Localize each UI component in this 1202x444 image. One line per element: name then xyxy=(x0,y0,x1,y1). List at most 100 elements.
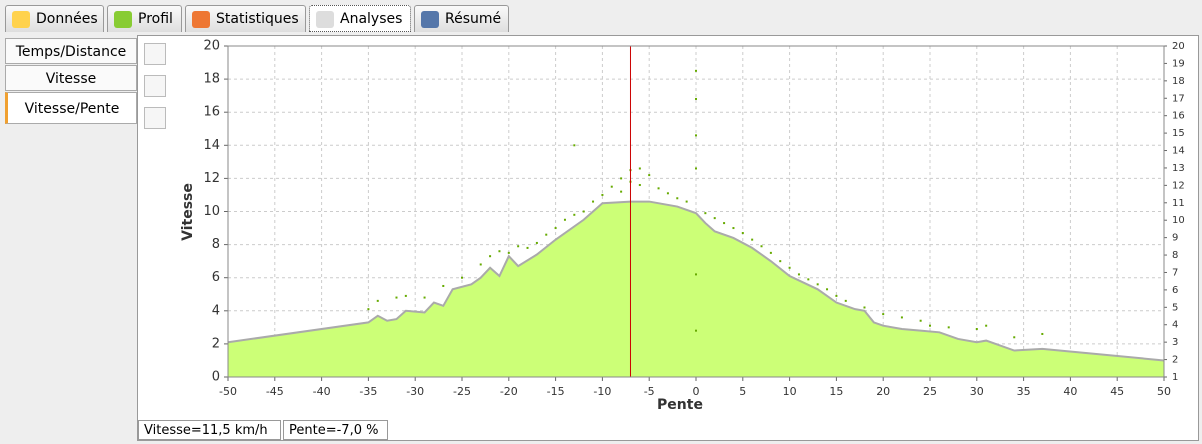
x-tick-label: -35 xyxy=(359,385,377,398)
status-field: Vitesse=11,5 km/h xyxy=(138,420,281,440)
smooth-button[interactable] xyxy=(144,107,166,129)
point xyxy=(975,328,978,331)
point xyxy=(695,273,697,276)
point xyxy=(573,213,576,216)
point xyxy=(573,144,576,147)
x-tick-label: -5 xyxy=(644,385,655,398)
y2-tick-label: 10 xyxy=(1172,215,1185,226)
y-tick-label: 14 xyxy=(203,138,220,153)
save-button[interactable] xyxy=(144,43,166,65)
point xyxy=(554,227,557,230)
area-fill xyxy=(228,201,1164,377)
side-tab[interactable]: Temps/Distance xyxy=(5,38,137,64)
point xyxy=(517,245,520,248)
point xyxy=(620,177,623,180)
point xyxy=(695,97,697,100)
y2-tick-label: 3 xyxy=(1172,337,1178,348)
y2-tick-label: 11 xyxy=(1172,198,1185,209)
point xyxy=(695,69,697,72)
tab-icon xyxy=(316,11,334,28)
tab[interactable]: Statistiques xyxy=(185,5,306,32)
point xyxy=(442,284,445,287)
point xyxy=(741,232,744,235)
side-tab[interactable]: Vitesse/Pente xyxy=(5,92,137,124)
point xyxy=(695,329,697,332)
tab[interactable]: Analyses xyxy=(309,5,411,32)
point xyxy=(797,273,800,276)
y2-tick-label: 13 xyxy=(1172,163,1185,174)
point xyxy=(844,299,847,302)
point xyxy=(751,238,754,241)
y-tick-label: 18 xyxy=(203,72,220,87)
point xyxy=(489,255,492,258)
y-tick-label: 4 xyxy=(212,303,220,318)
y2-tick-label: 14 xyxy=(1172,146,1185,157)
point xyxy=(620,190,623,193)
tab[interactable]: Données xyxy=(5,5,104,32)
point xyxy=(479,263,482,266)
point xyxy=(610,185,613,188)
point xyxy=(404,294,407,297)
point xyxy=(395,296,398,299)
y-tick-label: 8 xyxy=(212,237,220,252)
y-tick-label: 12 xyxy=(203,171,220,186)
y2-tick-label: 7 xyxy=(1172,267,1178,278)
x-tick-label: 0 xyxy=(693,385,700,398)
point xyxy=(695,134,697,137)
side-tab[interactable]: Vitesse xyxy=(5,65,137,91)
tab-icon xyxy=(114,11,132,28)
x-tick-label: -25 xyxy=(453,385,471,398)
plot-frame xyxy=(227,45,1165,378)
point xyxy=(545,233,548,236)
point xyxy=(666,192,669,195)
point xyxy=(657,187,660,190)
tab-icon xyxy=(192,11,210,28)
point xyxy=(779,260,782,263)
x-tick-label: 40 xyxy=(1063,385,1077,398)
x-tick-label: -30 xyxy=(406,385,424,398)
tab[interactable]: Résumé xyxy=(414,5,509,32)
point xyxy=(526,246,529,249)
x-axis-label: Pente xyxy=(657,397,703,413)
x-tick-label: 10 xyxy=(783,385,797,398)
point xyxy=(423,296,426,299)
point xyxy=(376,299,379,302)
y2-tick-label: 6 xyxy=(1172,285,1178,296)
points-button[interactable] xyxy=(144,75,166,97)
point xyxy=(498,250,501,253)
x-tick-label: 20 xyxy=(876,385,890,398)
point xyxy=(507,251,510,254)
point xyxy=(685,200,688,203)
area-line xyxy=(227,200,1165,362)
tab[interactable]: Profil xyxy=(107,5,182,32)
point xyxy=(826,288,829,291)
y2-tick-label: 1 xyxy=(1172,372,1178,383)
point xyxy=(816,283,819,286)
point xyxy=(713,217,716,220)
x-tick-label: -40 xyxy=(313,385,331,398)
point xyxy=(732,227,735,230)
x-tick-label: 25 xyxy=(923,385,937,398)
point xyxy=(638,167,641,170)
point xyxy=(704,212,707,215)
x-tick-label: -20 xyxy=(500,385,518,398)
y2-tick-label: 20 xyxy=(1172,41,1185,52)
x-tick-label: -15 xyxy=(547,385,565,398)
x-tick-label: 5 xyxy=(739,385,746,398)
point xyxy=(695,167,697,170)
y2-tick-label: 15 xyxy=(1172,128,1185,139)
x-tick-label: 35 xyxy=(1017,385,1031,398)
point xyxy=(947,326,950,329)
y2-tick-label: 12 xyxy=(1172,180,1185,191)
y2-tick-label: 8 xyxy=(1172,250,1178,261)
x-tick-label: 50 xyxy=(1157,385,1171,398)
y-tick-label: 16 xyxy=(203,105,220,120)
point xyxy=(985,324,988,327)
y2-tick-label: 19 xyxy=(1172,58,1185,69)
tab-icon xyxy=(12,11,30,28)
point xyxy=(835,294,838,297)
x-tick-label: 30 xyxy=(970,385,984,398)
point xyxy=(807,278,810,281)
point xyxy=(582,210,585,213)
